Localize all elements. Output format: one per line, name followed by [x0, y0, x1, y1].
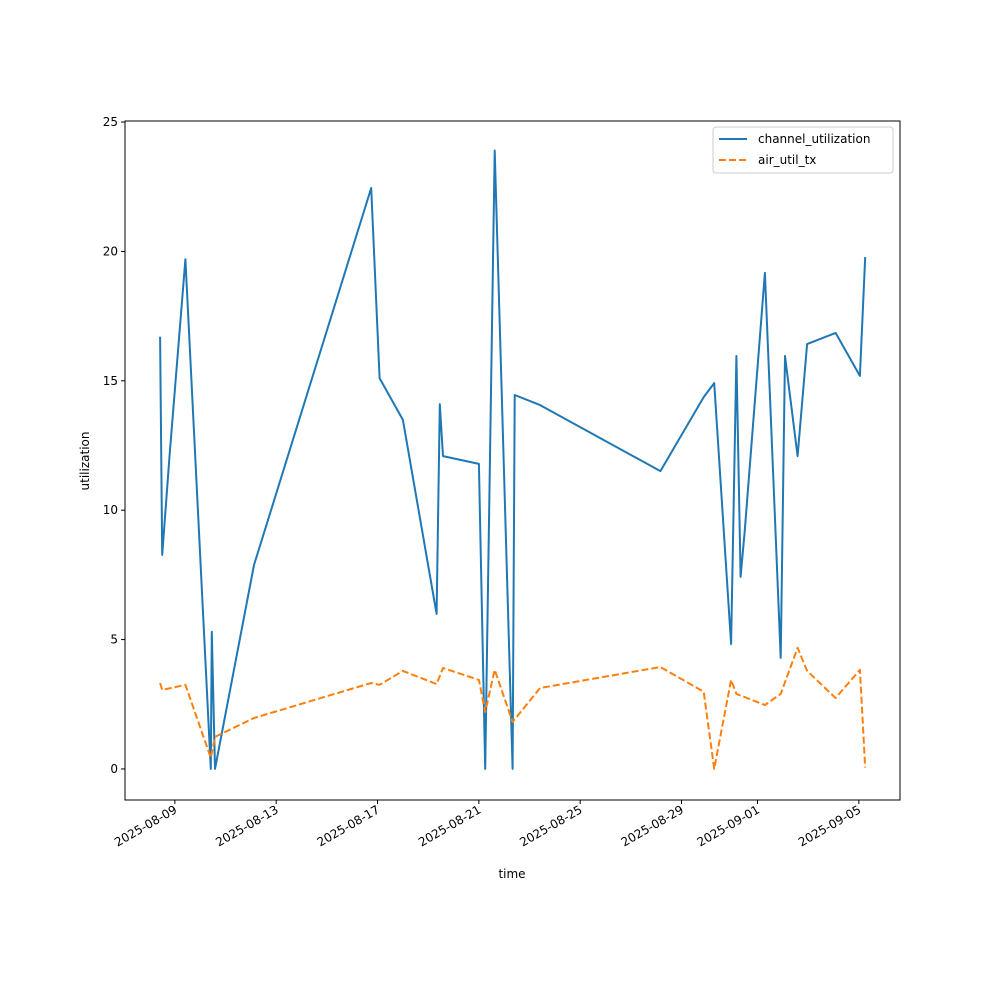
- legend-box: [712, 126, 894, 174]
- series-line-channel-utilization: [159, 149, 867, 770]
- series-layer: [159, 149, 867, 770]
- x-axis-label: time: [498, 867, 525, 881]
- y-tick-label: 0: [110, 762, 118, 776]
- legend-label-air-util-tx: air_util_tx: [758, 153, 816, 167]
- x-tick-label: 2025-08-13: [213, 802, 280, 849]
- x-tick-label: 2025-09-05: [796, 802, 863, 849]
- x-tick-label: 2025-08-29: [619, 802, 686, 849]
- plot-frame: [124, 120, 901, 801]
- legend-label-channel-utilization: channel_utilization: [758, 132, 870, 146]
- series-line-air-util-tx: [159, 646, 867, 770]
- y-axis-label: utilization: [78, 432, 92, 491]
- x-tick-label: 2025-08-25: [517, 802, 584, 849]
- x-tick-label: 2025-08-17: [315, 802, 382, 849]
- x-tick-label: 2025-08-09: [112, 802, 179, 849]
- y-tick-label: 15: [103, 374, 118, 388]
- y-tick-label: 25: [103, 115, 118, 129]
- x-tick-label: 2025-09-01: [695, 802, 762, 849]
- x-tick-label: 2025-08-21: [416, 802, 483, 849]
- y-tick-label: 20: [103, 244, 118, 258]
- y-tick-label: 5: [110, 633, 118, 647]
- y-tick-label: 10: [103, 503, 118, 517]
- legend: channel_utilization air_util_tx: [712, 126, 894, 174]
